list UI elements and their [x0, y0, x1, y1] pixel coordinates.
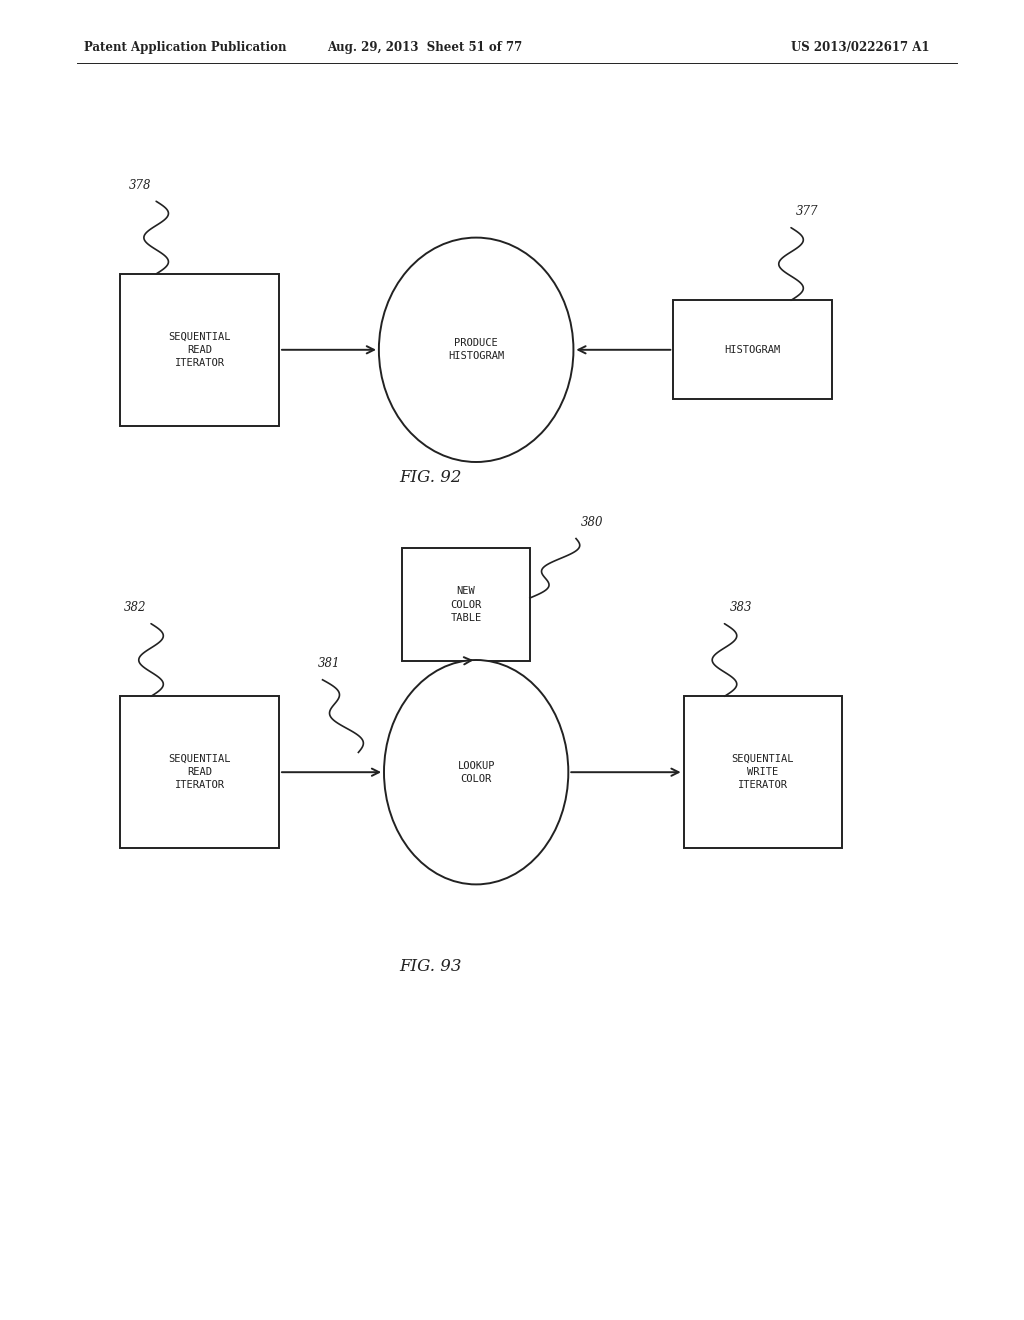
Text: PRODUCE
HISTOGRAM: PRODUCE HISTOGRAM: [449, 338, 504, 362]
Bar: [121, 275, 279, 425]
Text: FIG. 93: FIG. 93: [398, 958, 462, 974]
Ellipse shape: [384, 660, 568, 884]
Text: 377: 377: [797, 206, 818, 218]
Bar: [674, 300, 831, 399]
Text: SEQUENTIAL
READ
ITERATOR: SEQUENTIAL READ ITERATOR: [168, 754, 231, 791]
Ellipse shape: [379, 238, 573, 462]
Text: Patent Application Publication: Patent Application Publication: [84, 41, 287, 54]
Text: FIG. 92: FIG. 92: [398, 470, 462, 486]
Text: US 2013/0222617 A1: US 2013/0222617 A1: [791, 41, 930, 54]
Text: 381: 381: [317, 657, 340, 671]
Text: SEQUENTIAL
WRITE
ITERATOR: SEQUENTIAL WRITE ITERATOR: [731, 754, 795, 791]
Bar: [684, 697, 842, 849]
Text: 383: 383: [729, 602, 752, 614]
Bar: [401, 549, 530, 660]
Text: LOOKUP
COLOR: LOOKUP COLOR: [458, 760, 495, 784]
Text: 378: 378: [129, 180, 152, 191]
Text: 382: 382: [124, 602, 146, 614]
Text: SEQUENTIAL
READ
ITERATOR: SEQUENTIAL READ ITERATOR: [168, 331, 231, 368]
Text: Aug. 29, 2013  Sheet 51 of 77: Aug. 29, 2013 Sheet 51 of 77: [328, 41, 522, 54]
Text: HISTOGRAM: HISTOGRAM: [725, 345, 780, 355]
Text: 380: 380: [582, 516, 603, 529]
Text: NEW
COLOR
TABLE: NEW COLOR TABLE: [451, 586, 481, 623]
Bar: [121, 697, 279, 849]
